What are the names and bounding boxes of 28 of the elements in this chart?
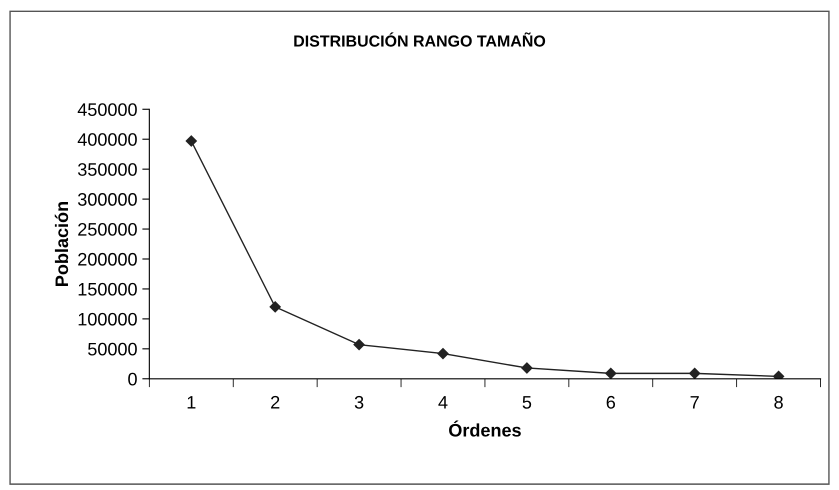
point <box>689 368 700 379</box>
y-tick-label: 200000 <box>78 252 137 266</box>
point <box>437 348 449 360</box>
x-tick-label: 7 <box>690 396 699 409</box>
x-tick-label: 5 <box>522 396 532 409</box>
y-tick-label: 350000 <box>78 163 137 176</box>
y-tick-label: 250000 <box>78 222 137 236</box>
point <box>605 368 616 379</box>
point <box>186 135 197 147</box>
point <box>270 301 281 313</box>
chart-title: DISTRIBUCIÓN RANGO TAMAÑO <box>294 32 546 47</box>
y-tick-label: 300000 <box>78 193 137 206</box>
y-tick-label: 0 <box>128 372 137 386</box>
y-axis-title: Población <box>54 202 68 286</box>
x-tick-label: 8 <box>774 396 783 409</box>
y-tick-label: 150000 <box>78 282 137 296</box>
x-tick-label: 6 <box>606 396 616 409</box>
point <box>521 362 532 374</box>
x-tick-label: 2 <box>271 396 280 409</box>
y-tick-label: 400000 <box>78 133 137 146</box>
y-tick-label: 50000 <box>88 342 137 356</box>
y-tick-label: 450000 <box>78 103 137 116</box>
x-tick-label: 3 <box>354 396 364 409</box>
point <box>353 339 365 350</box>
y-tick-label: 100000 <box>78 312 137 326</box>
x-tick-label: 1 <box>188 396 196 409</box>
x-tick-label: 4 <box>438 396 448 409</box>
x-axis-title: Órdenes <box>449 420 521 437</box>
